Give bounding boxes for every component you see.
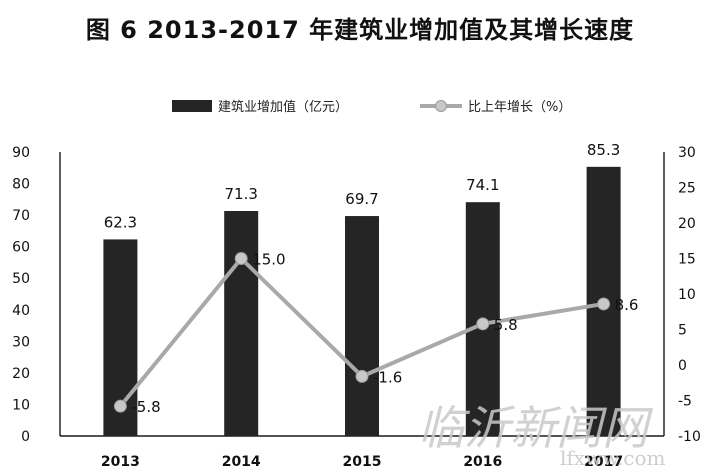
y-left-tick-label: 60 [12, 240, 30, 256]
legend-bar-swatch [172, 100, 212, 112]
growth-value-label: -1.6 [373, 368, 402, 386]
growth-value-label: 8.6 [615, 296, 639, 314]
x-tick-label: 2016 [463, 454, 502, 470]
bar-value-label: 85.3 [587, 141, 620, 159]
y-left-tick-label: 0 [21, 429, 30, 445]
growth-point [355, 369, 369, 383]
growth-point [113, 399, 127, 413]
bar-value-label: 69.7 [345, 190, 378, 208]
watermark-logo: 临沂新闻网 [418, 401, 654, 455]
bar-value-label: 62.3 [104, 213, 137, 231]
growth-point [597, 297, 611, 311]
growth-value-label: 5.8 [494, 316, 518, 334]
legend-line-marker [435, 100, 447, 112]
y-right-tick-label: 25 [678, 181, 696, 197]
y-left-tick-label: 30 [12, 334, 30, 350]
legend-line-label: 比上年增长（%） [468, 100, 571, 115]
bar-value-label: 71.3 [224, 185, 257, 203]
x-tick-label: 2015 [343, 454, 382, 470]
y-right-tick-label: -10 [678, 429, 701, 445]
bar [224, 211, 259, 436]
y-right-tick-label: 5 [678, 323, 687, 339]
y-right-tick-label: 0 [678, 358, 687, 374]
y-left-tick-label: 50 [12, 271, 30, 287]
bar [345, 216, 379, 436]
y-right-tick-label: -5 [678, 394, 692, 410]
growth-value-label: -5.8 [131, 398, 160, 416]
watermark-url: lfxww.com [560, 446, 666, 470]
y-left-tick-label: 20 [12, 366, 30, 382]
x-tick-label: 2017 [584, 454, 623, 470]
x-tick-label: 2013 [101, 454, 140, 470]
chart-title: 图 6 2013-2017 年建筑业增加值及其增长速度 [85, 16, 635, 44]
y-right-tick-label: 10 [678, 287, 696, 303]
bar-value-label: 74.1 [466, 176, 499, 194]
growth-point [476, 317, 490, 331]
y-left-tick-label: 40 [12, 303, 30, 319]
growth-value-label: 15.0 [252, 251, 285, 269]
legend-bar-label: 建筑业增加值（亿元） [218, 99, 348, 115]
y-right-tick-label: 30 [678, 145, 696, 161]
y-left-tick-label: 90 [12, 145, 30, 161]
y-left-tick-label: 10 [12, 397, 30, 413]
y-left-tick-label: 70 [12, 208, 30, 224]
x-tick-label: 2014 [222, 454, 261, 470]
y-right-tick-label: 15 [678, 252, 696, 268]
y-left-tick-label: 80 [12, 177, 30, 193]
y-right-tick-label: 20 [678, 216, 696, 232]
growth-point [234, 252, 248, 265]
